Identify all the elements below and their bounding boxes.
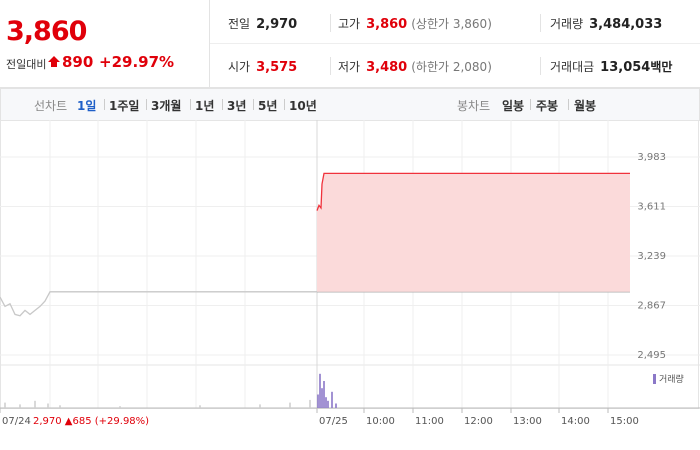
tab[interactable]: 주봉	[536, 99, 559, 113]
volume-bar	[199, 405, 201, 408]
volume-bar	[327, 400, 329, 408]
tab-separator	[146, 99, 147, 110]
summary-unit: 백만	[650, 60, 673, 74]
divider	[330, 57, 331, 75]
summary-value: 3,480	[366, 60, 408, 75]
summary-label: 저가	[338, 60, 361, 74]
tab-separator	[284, 99, 285, 110]
chart: 2,495 2,867 3,239 3,611 3,983 07/24 07/25 10:00…	[0, 120, 700, 427]
divider	[330, 14, 331, 32]
tab-separator	[253, 99, 254, 110]
tab-label: 선차트	[34, 99, 68, 113]
volume-bar	[59, 405, 61, 408]
tab[interactable]: 1일	[77, 99, 97, 113]
tab-label: 봉차트	[457, 99, 491, 113]
tab[interactable]: 10년	[289, 99, 317, 113]
volume-bar	[323, 381, 325, 408]
y-tick-label: 3,611	[637, 202, 666, 213]
volume-bar	[317, 394, 319, 408]
tab[interactable]: 1년	[195, 99, 215, 113]
x-tick-label: 07/25	[319, 416, 348, 427]
summary-label: 거래량	[550, 17, 584, 31]
summary-item: 전일 2,970	[228, 15, 297, 32]
change-label: 전일대비	[6, 58, 47, 71]
volume-bar	[119, 406, 121, 408]
x-tick-label: 12:00	[464, 416, 493, 427]
volume-bar	[19, 404, 21, 408]
tab-separator	[104, 99, 105, 110]
summary-label: 시가	[228, 60, 251, 74]
x-tick-label: 07/24	[2, 416, 31, 427]
y-tick-label: 3,239	[637, 251, 666, 262]
line	[0, 291, 317, 317]
tab-separator	[222, 99, 223, 110]
x-tick-label: 11:00	[415, 416, 444, 427]
change: 890	[62, 53, 94, 71]
summary: 전일 2,970 고가 3,860 (상한가 3,860) 거래량 3,484,033 시가 3…	[210, 0, 700, 88]
x-tick-label: 13:00	[513, 416, 542, 427]
y-tick-label: 2,867	[637, 301, 666, 312]
tab[interactable]: 3개월	[151, 99, 182, 113]
tab-separator	[530, 99, 531, 110]
tab[interactable]: 월봉	[574, 99, 597, 113]
x-tick-label: 14:00	[561, 416, 590, 427]
area	[317, 173, 630, 292]
up-arrow	[48, 56, 60, 67]
summary-label: 전일	[228, 17, 251, 31]
quote-box: 3,860 전일대비 890 +29.97%	[0, 0, 210, 88]
summary-value: 3,484,033	[589, 17, 663, 32]
x-tick-label: 10:00	[366, 416, 395, 427]
summary-label: 거래대금	[550, 60, 595, 74]
tab[interactable]: 3년	[227, 99, 247, 113]
summary-value: 2,970	[256, 17, 298, 32]
summary-item: 거래대금 13,054 백만	[550, 58, 672, 75]
y-tick-label: 3,983	[637, 152, 666, 163]
change-pct: +29.97%	[99, 53, 175, 71]
volume-bar	[259, 404, 261, 408]
volume-bar	[309, 399, 311, 408]
summary-note: (상한가 3,860)	[411, 17, 492, 31]
y-tick-label: 2,495	[637, 350, 666, 361]
legend-label: 거래량	[659, 373, 684, 385]
summary-note: (하한가 2,080)	[411, 60, 492, 74]
summary-item: 저가 3,480 (하한가 2,080)	[338, 58, 492, 75]
volume-bar	[289, 402, 291, 408]
summary-value: 3,575	[256, 60, 298, 75]
tab[interactable]: 일봉	[502, 99, 525, 113]
divider	[540, 14, 541, 32]
divider	[540, 57, 541, 75]
tab-separator	[190, 99, 191, 110]
volume-bar	[331, 391, 333, 408]
volume-bar	[335, 403, 337, 408]
x-tick-label: 15:00	[610, 416, 639, 427]
summary-item: 시가 3,575	[228, 58, 297, 75]
divider	[210, 43, 700, 44]
volume-bar	[4, 402, 6, 408]
summary-label: 고가	[338, 17, 361, 31]
price: 3,860	[6, 16, 87, 47]
line	[316, 172, 630, 211]
summary-value: 3,860	[366, 17, 408, 32]
volume-bar	[325, 397, 327, 408]
summary-value: 13,054	[600, 60, 651, 75]
volume-bar	[321, 388, 323, 408]
summary-item: 거래량 3,484,033	[550, 15, 662, 32]
tab-separator	[568, 99, 569, 110]
summary-item: 고가 3,860 (상한가 3,860)	[338, 15, 492, 32]
tab-bar: 선차트 1일 1주일 3개월 1년 3년 5년 10년 봉차트 일봉 주봉 월봉	[0, 88, 700, 121]
tab[interactable]: 1주일	[109, 99, 140, 113]
volume-bar	[34, 400, 36, 408]
footer-change: 2,970 ▲685 (+29.98%)	[33, 416, 149, 427]
volume-bar	[319, 373, 321, 408]
tab[interactable]: 5년	[258, 99, 278, 113]
legend-swatch	[653, 374, 656, 384]
volume-bar	[47, 403, 49, 408]
